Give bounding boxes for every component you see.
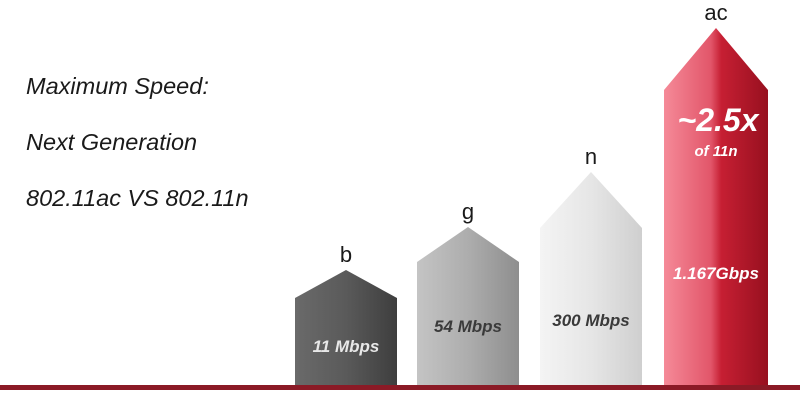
bar-g-shape xyxy=(417,227,519,387)
title-line-3: 802.11ac VS 802.11n xyxy=(26,185,249,211)
category-label-b: b xyxy=(340,242,352,267)
value-label-g: 54 Mbps xyxy=(434,317,502,336)
annotation-sub: of 11n xyxy=(694,143,737,160)
baseline xyxy=(0,385,800,390)
bar-n: n 300 Mbps xyxy=(540,144,642,387)
value-label-b: 11 Mbps xyxy=(313,337,380,356)
chart-title: Maximum Speed: Next Generation 802.11ac … xyxy=(26,58,249,226)
category-label-g: g xyxy=(462,199,474,224)
bar-ac: ac 1.167Gbps ~2.5x of 11n xyxy=(664,0,768,387)
value-label-n: 300 Mbps xyxy=(552,311,629,330)
bar-n-shape xyxy=(540,172,642,387)
title-line-1: Maximum Speed: xyxy=(26,73,209,99)
bar-b-shape xyxy=(295,270,397,387)
bar-g: g 54 Mbps xyxy=(417,199,519,387)
category-label-n: n xyxy=(585,144,597,169)
title-line-2: Next Generation xyxy=(26,129,198,155)
value-label-ac: 1.167Gbps xyxy=(673,264,759,283)
annotation-multiplier: ~2.5x xyxy=(678,102,760,138)
category-label-ac: ac xyxy=(704,0,727,25)
bar-b: b 11 Mbps xyxy=(295,242,397,387)
bar-ac-shape xyxy=(664,28,768,387)
